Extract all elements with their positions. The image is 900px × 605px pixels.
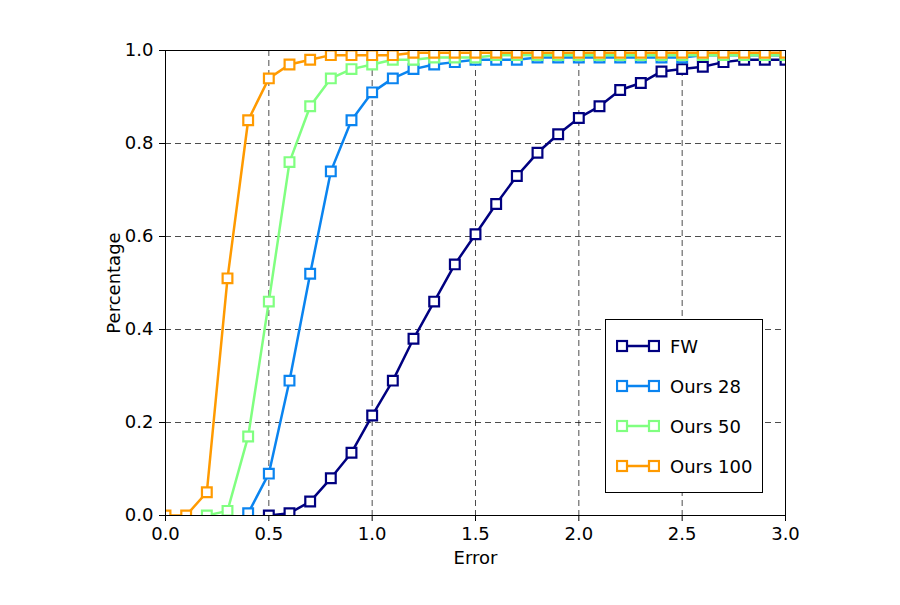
html-text:Ours 28: Ours 28 (670, 375, 741, 397)
html-text:FW: FW (670, 335, 699, 357)
svg-text:Percentage: Percentage (103, 232, 124, 333)
svg-text:0.0: 0.0 (125, 504, 154, 525)
svg-text:1.0: 1.0 (125, 39, 154, 60)
svg-text:2.0: 2.0 (565, 523, 594, 544)
svg-text:1.0: 1.0 (358, 523, 387, 544)
svg-text:1.5: 1.5 (461, 523, 490, 544)
html-text:Ours 100: Ours 100 (670, 455, 753, 477)
svg-text:0.4: 0.4 (125, 318, 154, 339)
svg-text:0.6: 0.6 (125, 225, 154, 246)
svg-text:0.5: 0.5 (255, 523, 284, 544)
html-text:Ours 50: Ours 50 (670, 415, 741, 437)
svg-text:3.0: 3.0 (771, 523, 800, 544)
svg-text:0.2: 0.2 (125, 411, 154, 432)
svg-text:Error: Error (454, 547, 498, 568)
svg-text:0.0: 0.0 (151, 523, 180, 544)
svg-text:2.5: 2.5 (668, 523, 697, 544)
svg-text:0.8: 0.8 (125, 132, 154, 153)
